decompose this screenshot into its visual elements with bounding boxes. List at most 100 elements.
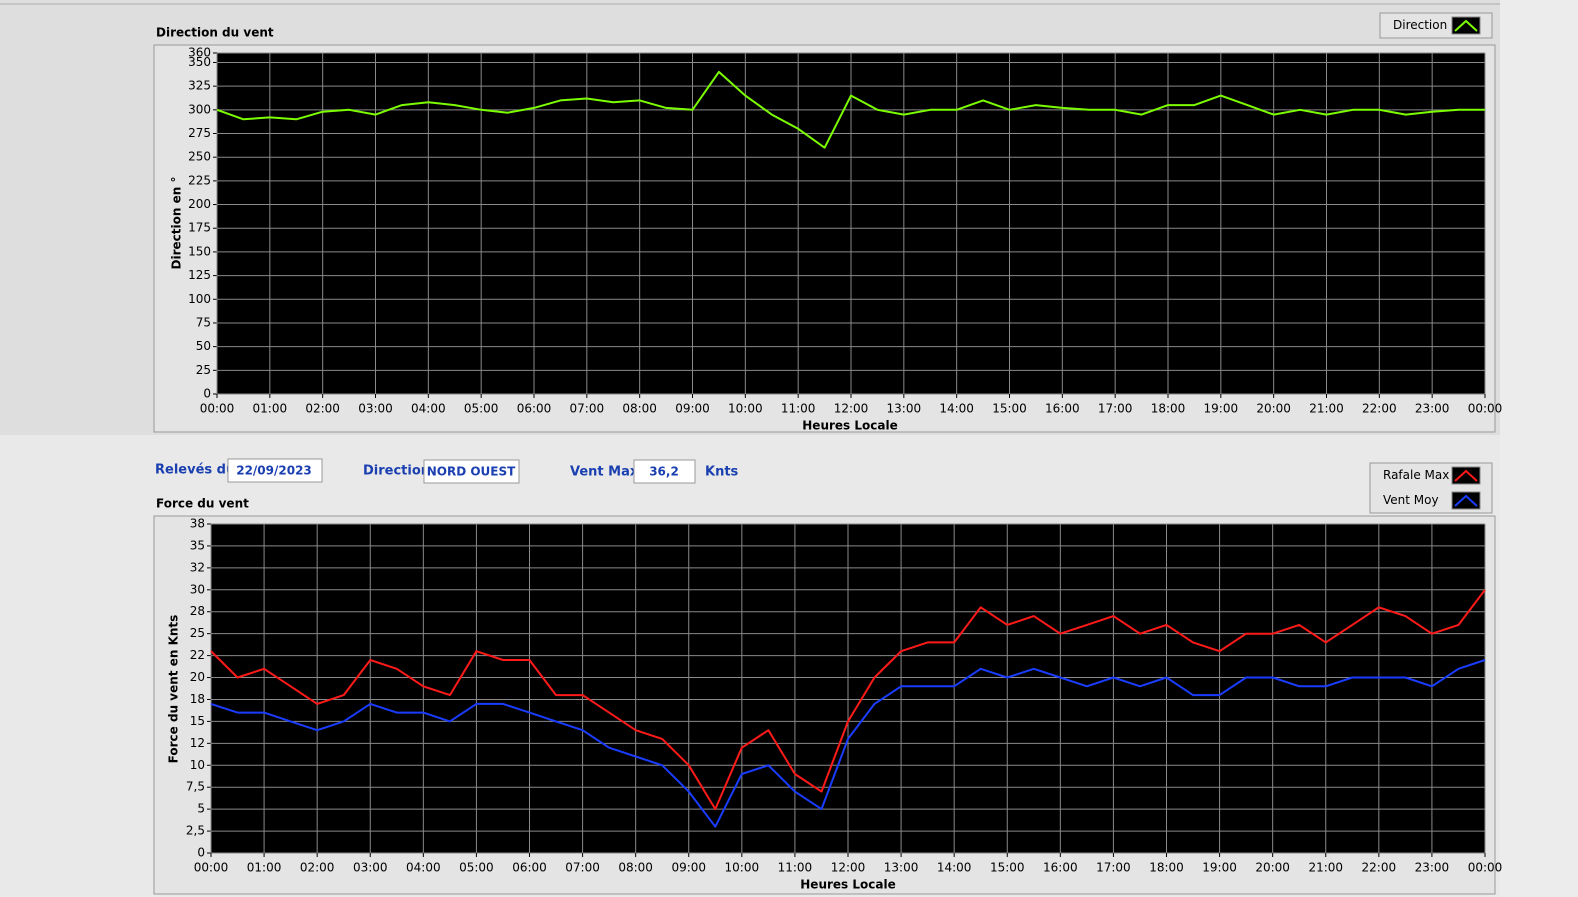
x-tick-label: 05:00 xyxy=(464,402,499,416)
x-tick-label: 21:00 xyxy=(1309,402,1344,416)
y-tick-label: 250 xyxy=(188,150,211,164)
x-tick-label: 00:00 xyxy=(1468,402,1503,416)
legend-swatch xyxy=(1454,19,1478,32)
x-tick-label: 09:00 xyxy=(671,861,706,875)
direction-field[interactable] xyxy=(423,459,520,484)
right-strip xyxy=(1500,0,1578,897)
y-tick-label: 125 xyxy=(188,268,211,282)
series-line xyxy=(216,70,1485,149)
x-tick-label: 21:00 xyxy=(1308,861,1343,875)
x-axis-label: Heures Locale xyxy=(802,419,897,433)
y-tick-label: 38 xyxy=(190,517,205,531)
y-tick-label: 10 xyxy=(190,758,205,772)
direction-label: Direction xyxy=(363,464,430,479)
x-tick-label: 04:00 xyxy=(406,861,441,875)
x-tick-label: 23:00 xyxy=(1415,402,1450,416)
x-tick-label: 13:00 xyxy=(884,861,919,875)
max-label: Vent Max xyxy=(570,465,639,480)
x-tick-label: 00:00 xyxy=(1468,861,1503,875)
y-tick-label: 175 xyxy=(188,221,211,235)
y-axis-label: Force du vent en Knts xyxy=(167,615,181,764)
y-tick-label: 30 xyxy=(190,582,205,596)
x-tick-label: 04:00 xyxy=(411,402,446,416)
x-tick-label: 02:00 xyxy=(300,861,335,875)
x-tick-label: 02:00 xyxy=(305,402,340,416)
x-tick-label: 09:00 xyxy=(675,402,710,416)
y-tick-label: 0 xyxy=(203,387,211,401)
date-field[interactable] xyxy=(227,458,323,483)
y-tick-label: 5 xyxy=(197,802,205,816)
x-tick-label: 20:00 xyxy=(1256,402,1291,416)
x-tick-label: 06:00 xyxy=(517,402,552,416)
x-tick-label: 18:00 xyxy=(1151,402,1186,416)
x-tick-label: 00:00 xyxy=(194,861,229,875)
series-line xyxy=(210,589,1486,811)
y-tick-label: 350 xyxy=(188,55,211,69)
legend-label: Vent Moy xyxy=(1383,493,1439,507)
x-tick-label: 17:00 xyxy=(1096,861,1131,875)
max-field[interactable] xyxy=(633,459,696,484)
x-tick-label: 01:00 xyxy=(253,402,288,416)
y-tick-label: 360 xyxy=(188,46,211,60)
x-tick-label: 08:00 xyxy=(618,861,653,875)
y-tick-label: 32 xyxy=(190,560,205,574)
y-axis-label: Direction en ° xyxy=(170,177,184,270)
y-tick-label: 25 xyxy=(190,626,205,640)
x-tick-label: 06:00 xyxy=(512,861,547,875)
y-tick-label: 275 xyxy=(188,126,211,140)
x-tick-label: 07:00 xyxy=(565,861,600,875)
x-tick-label: 10:00 xyxy=(725,861,760,875)
y-tick-label: 15 xyxy=(190,714,205,728)
x-tick-label: 11:00 xyxy=(778,861,813,875)
x-axis-label: Heures Locale xyxy=(800,878,895,892)
x-tick-label: 10:00 xyxy=(728,402,763,416)
y-tick-label: 28 xyxy=(190,604,205,618)
y-tick-label: 225 xyxy=(188,173,211,187)
legend-swatch-box xyxy=(1451,16,1481,35)
date-value: 22/09/2023 xyxy=(236,464,312,478)
y-tick-label: 100 xyxy=(188,292,211,306)
y-tick-label: 325 xyxy=(188,79,211,93)
legend-swatch-box xyxy=(1451,466,1481,485)
x-tick-label: 00:00 xyxy=(200,402,235,416)
legend-swatch xyxy=(1454,469,1478,482)
x-tick-label: 03:00 xyxy=(353,861,388,875)
y-tick-label: 2,5 xyxy=(186,824,205,838)
x-tick-label: 03:00 xyxy=(358,402,393,416)
y-tick-label: 0 xyxy=(197,846,205,860)
y-tick-label: 12 xyxy=(190,736,205,750)
y-tick-label: 75 xyxy=(196,315,211,329)
x-tick-label: 11:00 xyxy=(781,402,816,416)
x-tick-label: 23:00 xyxy=(1415,861,1450,875)
date-label: Relevés du xyxy=(155,463,235,478)
y-tick-label: 25 xyxy=(196,363,211,377)
x-tick-label: 17:00 xyxy=(1098,402,1133,416)
chart-title: Force du vent xyxy=(156,497,249,511)
x-tick-label: 22:00 xyxy=(1362,402,1397,416)
series-line xyxy=(210,659,1486,828)
max-unit: Knts xyxy=(705,465,739,480)
x-tick-label: 13:00 xyxy=(887,402,922,416)
y-tick-label: 20 xyxy=(190,670,205,684)
legend-label: Rafale Max xyxy=(1383,468,1449,482)
legend-swatch-box xyxy=(1451,491,1481,510)
x-tick-label: 08:00 xyxy=(622,402,657,416)
x-tick-label: 01:00 xyxy=(247,861,282,875)
x-tick-label: 14:00 xyxy=(937,861,972,875)
y-tick-label: 150 xyxy=(188,244,211,258)
x-tick-label: 12:00 xyxy=(831,861,866,875)
x-tick-label: 16:00 xyxy=(1045,402,1080,416)
direction-value: NORD OUEST xyxy=(427,465,516,479)
x-tick-label: 22:00 xyxy=(1362,861,1397,875)
x-tick-label: 15:00 xyxy=(992,402,1027,416)
x-tick-label: 16:00 xyxy=(1043,861,1078,875)
x-tick-label: 19:00 xyxy=(1204,402,1239,416)
legend-label: Direction xyxy=(1393,18,1447,32)
legend-swatch xyxy=(1454,494,1478,507)
y-tick-label: 7,5 xyxy=(186,780,205,794)
y-tick-label: 18 xyxy=(190,692,205,706)
x-tick-label: 07:00 xyxy=(570,402,605,416)
y-tick-label: 35 xyxy=(190,538,205,552)
x-tick-label: 14:00 xyxy=(939,402,974,416)
